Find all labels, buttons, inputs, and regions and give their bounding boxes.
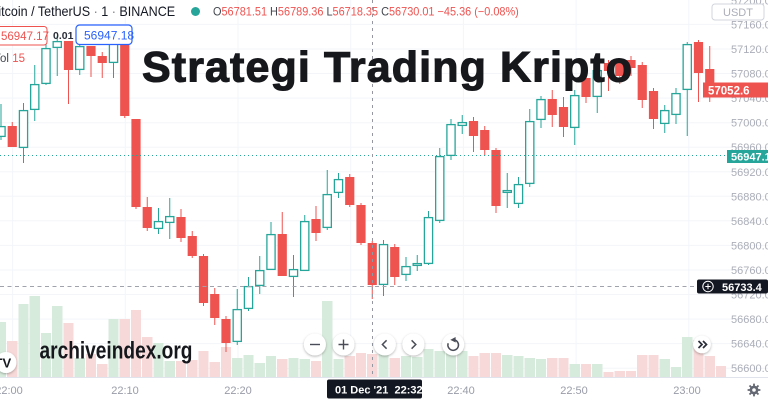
svg-text:56947.1: 56947.1 xyxy=(731,152,768,164)
svg-text:22:40: 22:40 xyxy=(447,385,475,397)
svg-text:57120.0: 57120.0 xyxy=(731,44,768,56)
svg-text:Vol 15: Vol 15 xyxy=(0,53,25,65)
svg-text:0.01: 0.01 xyxy=(53,30,74,42)
svg-text:56640.0: 56640.0 xyxy=(731,339,768,351)
svg-text:22:00: 22:00 xyxy=(0,385,23,397)
svg-text:56920.0: 56920.0 xyxy=(731,167,768,179)
svg-text:56947.17: 56947.17 xyxy=(1,31,49,43)
svg-text:56880.0: 56880.0 xyxy=(731,191,768,203)
svg-text:56947.18: 56947.18 xyxy=(84,29,134,43)
svg-text:Bitcoin / TetherUS · 1 · BINAN: Bitcoin / TetherUS · 1 · BINANCE xyxy=(0,4,175,20)
svg-text:22:50: 22:50 xyxy=(560,385,588,397)
svg-text:56760.0: 56760.0 xyxy=(731,265,768,277)
svg-text:01 Dec '21 22:32: 01 Dec '21 22:32 xyxy=(335,385,423,397)
svg-text:O56781.51 H56789.36 L56718.35: O56781.51 H56789.36 L56718.35 C56730.01 … xyxy=(213,6,519,18)
svg-text:56680.0: 56680.0 xyxy=(731,314,768,326)
svg-text:Strategi Trading Kripto: Strategi Trading Kripto xyxy=(142,44,633,92)
svg-text:57080.0: 57080.0 xyxy=(731,69,768,81)
svg-text:22:10: 22:10 xyxy=(111,385,139,397)
svg-text:56600.0: 56600.0 xyxy=(731,363,768,375)
svg-text:23:00: 23:00 xyxy=(673,385,701,397)
svg-text:22:20: 22:20 xyxy=(224,385,252,397)
svg-text:56840.0: 56840.0 xyxy=(731,216,768,228)
svg-text:56800.0: 56800.0 xyxy=(731,240,768,252)
svg-text:56733.4: 56733.4 xyxy=(722,282,763,294)
svg-text:USDT: USDT xyxy=(723,7,753,19)
svg-text:TV: TV xyxy=(0,356,11,371)
svg-text:57160.0: 57160.0 xyxy=(731,19,768,31)
svg-text:57052.6: 57052.6 xyxy=(708,85,750,97)
svg-text:57000.0: 57000.0 xyxy=(731,118,768,130)
svg-text:archiveindex.org: archiveindex.org xyxy=(40,336,193,364)
